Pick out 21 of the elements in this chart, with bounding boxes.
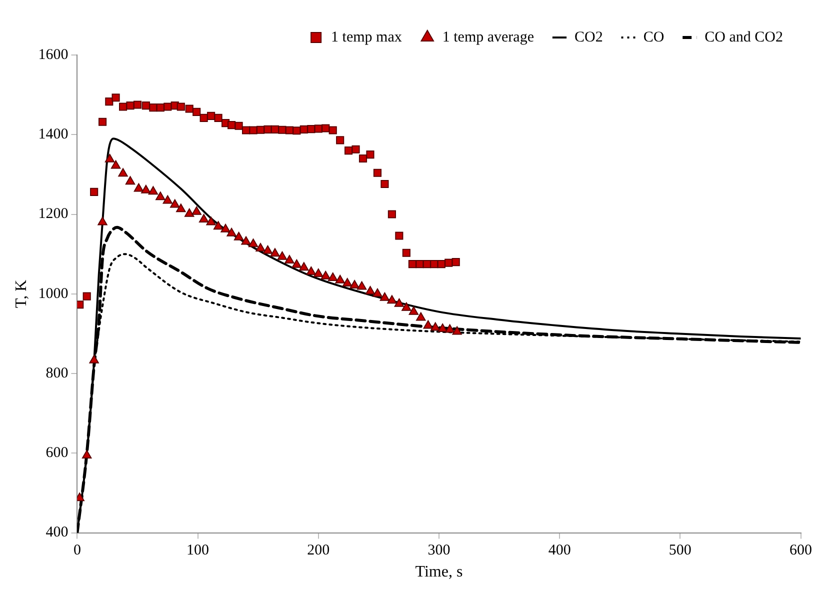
y-tick-label: 1400 bbox=[38, 126, 68, 143]
x-tick-label: 200 bbox=[307, 542, 330, 559]
x-tick-label: 500 bbox=[668, 542, 692, 559]
legend-label: CO bbox=[643, 29, 664, 46]
y-tick-label: 600 bbox=[46, 445, 68, 462]
x-axis-title: Time, s bbox=[415, 564, 463, 581]
legend-label: CO2 bbox=[574, 29, 603, 46]
x-tick-label: 0 bbox=[73, 542, 81, 559]
y-tick-label: 1200 bbox=[38, 206, 68, 222]
y-tick-label: 800 bbox=[46, 365, 68, 382]
x-tick-label: 300 bbox=[428, 542, 450, 559]
y-tick-label: 1600 bbox=[38, 46, 68, 63]
x-tick-label: 600 bbox=[790, 542, 812, 559]
legend-label: 1 temp average bbox=[442, 29, 534, 46]
y-axis-title: T, K bbox=[12, 279, 30, 308]
x-tick-label: 400 bbox=[548, 542, 571, 559]
y-tick-label: 400 bbox=[46, 524, 68, 541]
y-tick-label: 1000 bbox=[38, 286, 68, 302]
legend-label: 1 temp max bbox=[331, 29, 402, 46]
legend-label: CO and CO2 bbox=[704, 29, 784, 46]
x-tick-label: 100 bbox=[186, 542, 210, 559]
